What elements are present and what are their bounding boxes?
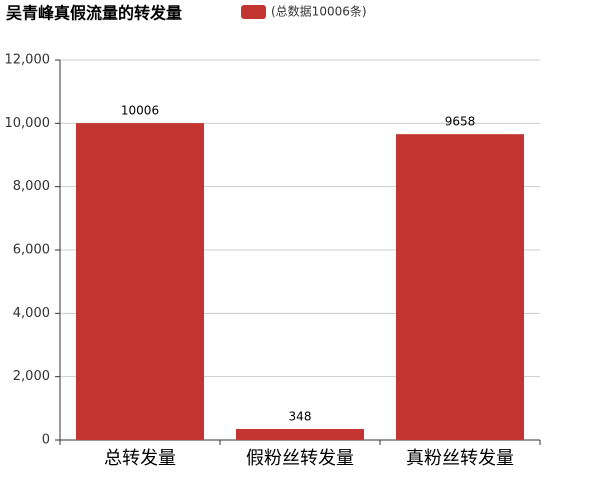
y-tick-label: 6,000	[13, 243, 50, 258]
chart-title: 吴青峰真假流量的转发量	[6, 4, 182, 23]
legend-label: (总数据10006条)	[271, 4, 367, 19]
x-tick-label: 总转发量	[104, 448, 176, 469]
y-tick-label: 10,000	[5, 116, 51, 131]
y-tick-label: 0	[42, 433, 50, 448]
y-tick-label: 8,000	[13, 179, 50, 194]
legend-swatch	[241, 5, 266, 19]
x-tick-label: 假粉丝转发量	[246, 448, 354, 469]
value-label: 9658	[445, 115, 476, 129]
x-tick-label: 真粉丝转发量	[406, 448, 514, 469]
bar	[236, 428, 364, 440]
y-tick-label: 2,000	[13, 369, 50, 384]
bar	[396, 134, 524, 440]
y-tick-label: 12,000	[5, 53, 51, 68]
value-label: 348	[289, 409, 312, 423]
y-tick-label: 4,000	[13, 306, 50, 321]
bar	[76, 123, 204, 440]
value-label: 10006	[121, 104, 159, 118]
